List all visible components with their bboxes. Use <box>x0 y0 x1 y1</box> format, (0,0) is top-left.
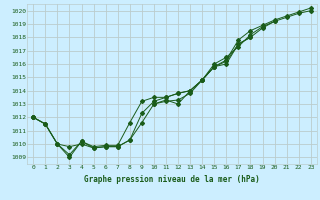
X-axis label: Graphe pression niveau de la mer (hPa): Graphe pression niveau de la mer (hPa) <box>84 175 260 184</box>
